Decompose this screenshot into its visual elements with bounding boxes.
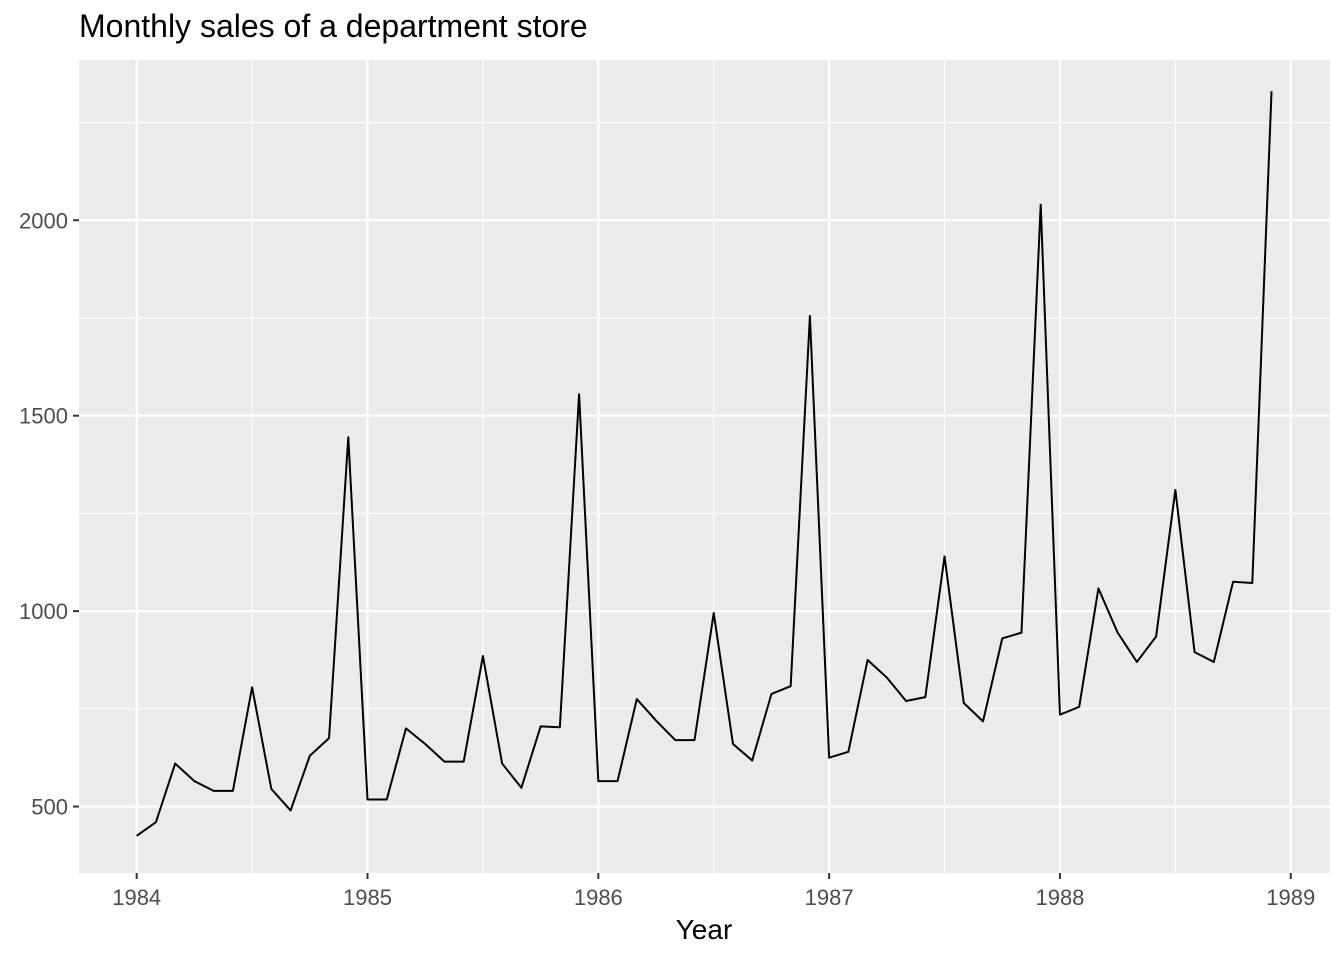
x-tick-label: 1988 [1035, 885, 1084, 910]
x-tick-label: 1987 [805, 885, 854, 910]
chart-title: Monthly sales of a department store [79, 8, 588, 44]
x-axis-title: Year [676, 914, 733, 945]
x-tick-label: 1984 [112, 885, 161, 910]
minor-gridlines [79, 60, 1330, 873]
sales-line [136, 91, 1273, 837]
axis-ticks [73, 219, 1292, 879]
y-tick-label: 500 [31, 795, 68, 820]
y-tick-label: 1500 [19, 404, 68, 429]
y-tick-label: 2000 [19, 208, 68, 233]
x-tick-label: 1989 [1266, 885, 1315, 910]
x-tick-labels: 1984 1985 1986 1987 1988 1989 [112, 885, 1315, 910]
x-tick-label: 1985 [343, 885, 392, 910]
y-tick-label: 1000 [19, 599, 68, 624]
x-tick-label: 1986 [574, 885, 623, 910]
plot-panel [79, 60, 1330, 873]
y-tick-labels: 500 1000 1500 2000 [19, 208, 68, 819]
